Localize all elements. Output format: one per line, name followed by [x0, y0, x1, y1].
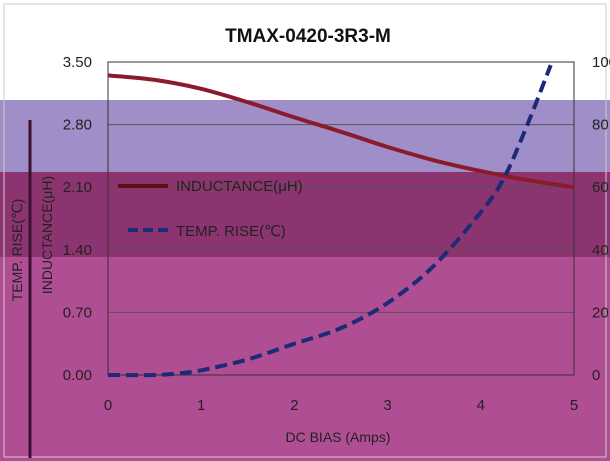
- left-tick-label: 0.00: [63, 367, 92, 384]
- right-tick-label: 80: [592, 117, 609, 134]
- chart-title: TMAX-0420-3R3-M: [225, 26, 391, 47]
- left-tick-label: 2.80: [63, 117, 92, 134]
- band-mid: [0, 257, 610, 461]
- right-tick-label: 20: [592, 304, 609, 321]
- legend-inductance-label: INDUCTANCE(μH): [176, 178, 303, 195]
- right-tick-label: 0: [592, 367, 600, 384]
- x-tick-label: 0: [104, 397, 112, 414]
- right-tick-label: 100: [592, 54, 610, 71]
- left-axis-label: INDUCTANCE(μH): [39, 176, 55, 294]
- band-light: [0, 100, 610, 180]
- right-axis-ticks: 0 20 40 60 80 100: [592, 54, 610, 384]
- x-tick-label: 2: [290, 397, 298, 414]
- right-axis-label: TEMP. RISE(℃): [9, 199, 25, 302]
- x-tick-label: 3: [383, 397, 391, 414]
- chart-border: [3, 3, 607, 458]
- x-tick-label: 4: [477, 397, 485, 414]
- legend: INDUCTANCE(μH) TEMP. RISE(℃): [118, 178, 303, 240]
- left-tick-label: 2.10: [63, 179, 92, 196]
- right-tick-label: 60: [592, 179, 609, 196]
- legend-temp-label: TEMP. RISE(℃): [176, 223, 286, 240]
- plot-area-frame: [107, 61, 575, 376]
- left-tick-label: 0.70: [63, 304, 92, 321]
- right-tick-label: 40: [592, 242, 609, 259]
- series-group: [107, 64, 575, 378]
- left-axis-ticks: 0.00 0.70 1.40 2.10 2.80 3.50: [63, 54, 92, 384]
- temp-rise-series-line: [107, 64, 553, 378]
- band-dark: [0, 172, 610, 257]
- x-axis-label: DC BIAS (Amps): [285, 429, 390, 445]
- x-tick-label: 1: [197, 397, 205, 414]
- x-axis-ticks: 0 1 2 3 4 5: [104, 397, 578, 414]
- x-tick-label: 5: [570, 397, 578, 414]
- left-tick-label: 1.40: [63, 242, 92, 259]
- left-tick-label: 3.50: [63, 54, 92, 71]
- inductance-series-line: [107, 73, 575, 190]
